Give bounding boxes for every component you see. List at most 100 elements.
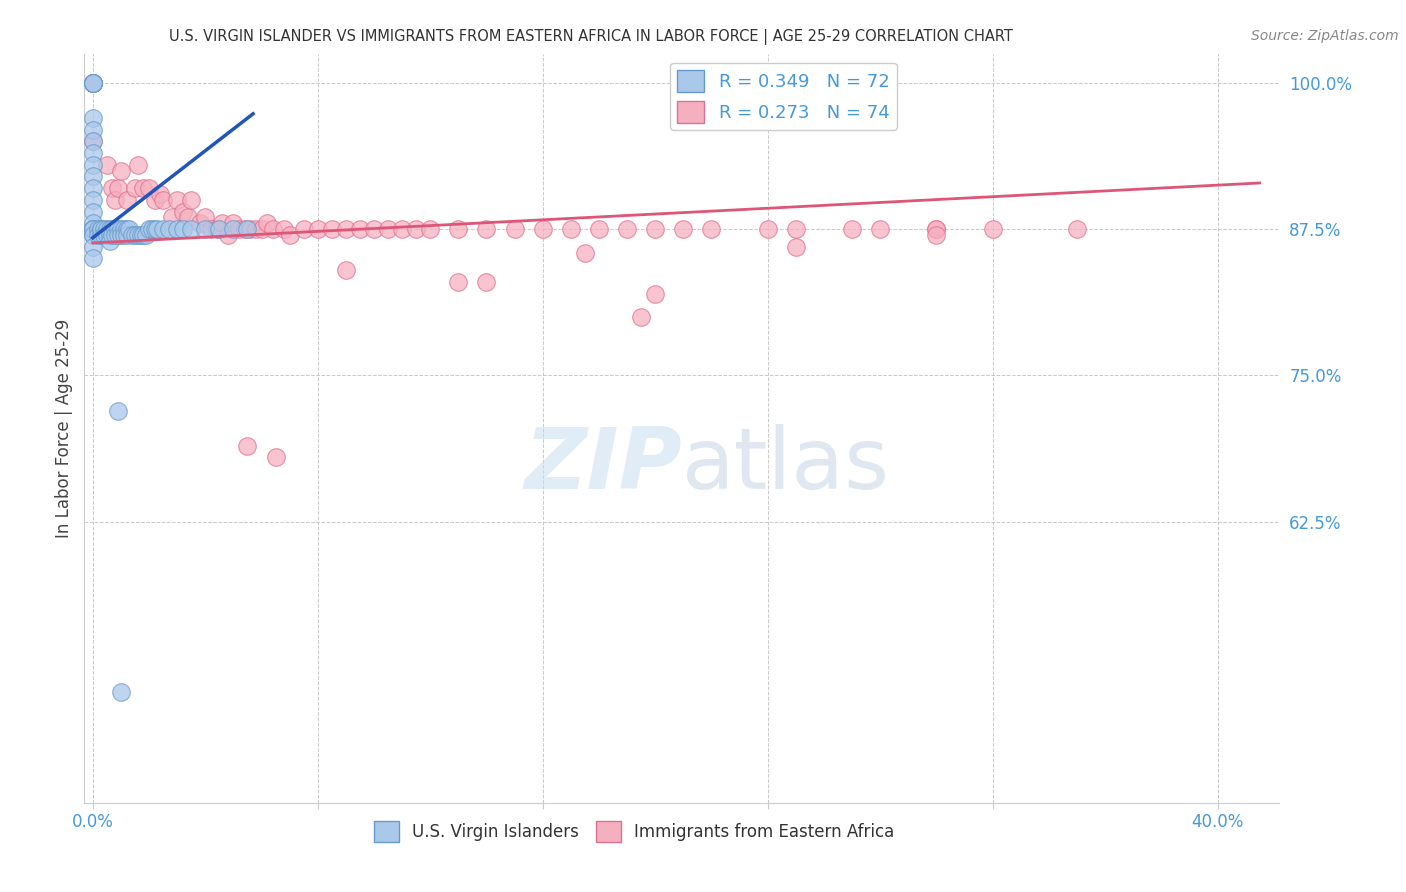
Point xyxy=(700,222,723,236)
Text: atlas: atlas xyxy=(682,424,890,508)
Point xyxy=(82,76,104,90)
Point xyxy=(981,222,1004,236)
Point xyxy=(82,216,104,230)
Point xyxy=(90,222,112,236)
Point xyxy=(172,204,194,219)
Point xyxy=(335,263,357,277)
Point xyxy=(194,211,217,225)
Point xyxy=(82,204,104,219)
Point xyxy=(82,76,104,90)
Point xyxy=(104,227,127,242)
Point xyxy=(82,222,104,236)
Point xyxy=(115,222,138,236)
Point xyxy=(93,222,115,236)
Point xyxy=(82,222,104,236)
Point xyxy=(82,240,104,254)
Point xyxy=(98,234,121,248)
Point xyxy=(475,275,498,289)
Point xyxy=(222,222,245,236)
Point xyxy=(377,222,399,236)
Point xyxy=(110,163,132,178)
Point xyxy=(208,222,231,236)
Point xyxy=(233,222,256,236)
Point xyxy=(110,227,132,242)
Point xyxy=(560,222,582,236)
Point xyxy=(785,222,807,236)
Point xyxy=(90,222,112,236)
Point xyxy=(616,222,638,236)
Point xyxy=(96,158,118,172)
Point xyxy=(98,222,121,236)
Point xyxy=(104,222,127,236)
Point xyxy=(82,181,104,195)
Point xyxy=(250,222,273,236)
Point xyxy=(630,310,652,324)
Point xyxy=(756,222,779,236)
Point xyxy=(177,211,200,225)
Point xyxy=(87,222,110,236)
Point xyxy=(672,222,695,236)
Point xyxy=(141,222,163,236)
Point xyxy=(869,222,891,236)
Point xyxy=(98,227,121,242)
Point xyxy=(264,450,287,465)
Point xyxy=(143,222,166,236)
Point xyxy=(228,222,250,236)
Point xyxy=(115,227,138,242)
Point xyxy=(194,222,217,236)
Point xyxy=(82,169,104,184)
Point xyxy=(180,222,202,236)
Point xyxy=(211,216,233,230)
Text: Source: ZipAtlas.com: Source: ZipAtlas.com xyxy=(1251,29,1399,43)
Point xyxy=(256,216,278,230)
Point xyxy=(112,227,135,242)
Point xyxy=(82,134,104,148)
Point xyxy=(82,76,104,90)
Legend: U.S. Virgin Islanders, Immigrants from Eastern Africa: U.S. Virgin Islanders, Immigrants from E… xyxy=(367,814,901,848)
Point xyxy=(82,76,104,90)
Point xyxy=(138,181,160,195)
Point xyxy=(107,403,129,417)
Point xyxy=(82,222,104,236)
Point xyxy=(110,684,132,698)
Point xyxy=(82,76,104,90)
Point xyxy=(239,222,262,236)
Point xyxy=(925,227,948,242)
Point xyxy=(1066,222,1088,236)
Text: ZIP: ZIP xyxy=(524,424,682,508)
Point xyxy=(107,222,129,236)
Point xyxy=(236,222,259,236)
Point xyxy=(135,227,157,242)
Point xyxy=(217,227,239,242)
Point xyxy=(138,222,160,236)
Point xyxy=(222,216,245,230)
Point xyxy=(82,227,104,242)
Point xyxy=(82,222,104,236)
Y-axis label: In Labor Force | Age 25-29: In Labor Force | Age 25-29 xyxy=(55,318,73,538)
Point xyxy=(531,222,554,236)
Point xyxy=(93,227,115,242)
Point xyxy=(82,76,104,90)
Point xyxy=(124,227,146,242)
Point xyxy=(110,222,132,236)
Point xyxy=(115,193,138,207)
Point xyxy=(132,227,155,242)
Point xyxy=(574,245,596,260)
Point xyxy=(82,227,104,242)
Point xyxy=(127,158,149,172)
Point xyxy=(82,76,104,90)
Point xyxy=(925,222,948,236)
Point xyxy=(166,222,188,236)
Point xyxy=(107,227,129,242)
Point xyxy=(82,76,104,90)
Point xyxy=(447,275,470,289)
Point xyxy=(82,134,104,148)
Point xyxy=(101,227,124,242)
Point xyxy=(112,222,135,236)
Point xyxy=(118,222,141,236)
Point xyxy=(785,240,807,254)
Point xyxy=(391,222,413,236)
Point xyxy=(82,252,104,266)
Point xyxy=(188,216,211,230)
Point xyxy=(101,181,124,195)
